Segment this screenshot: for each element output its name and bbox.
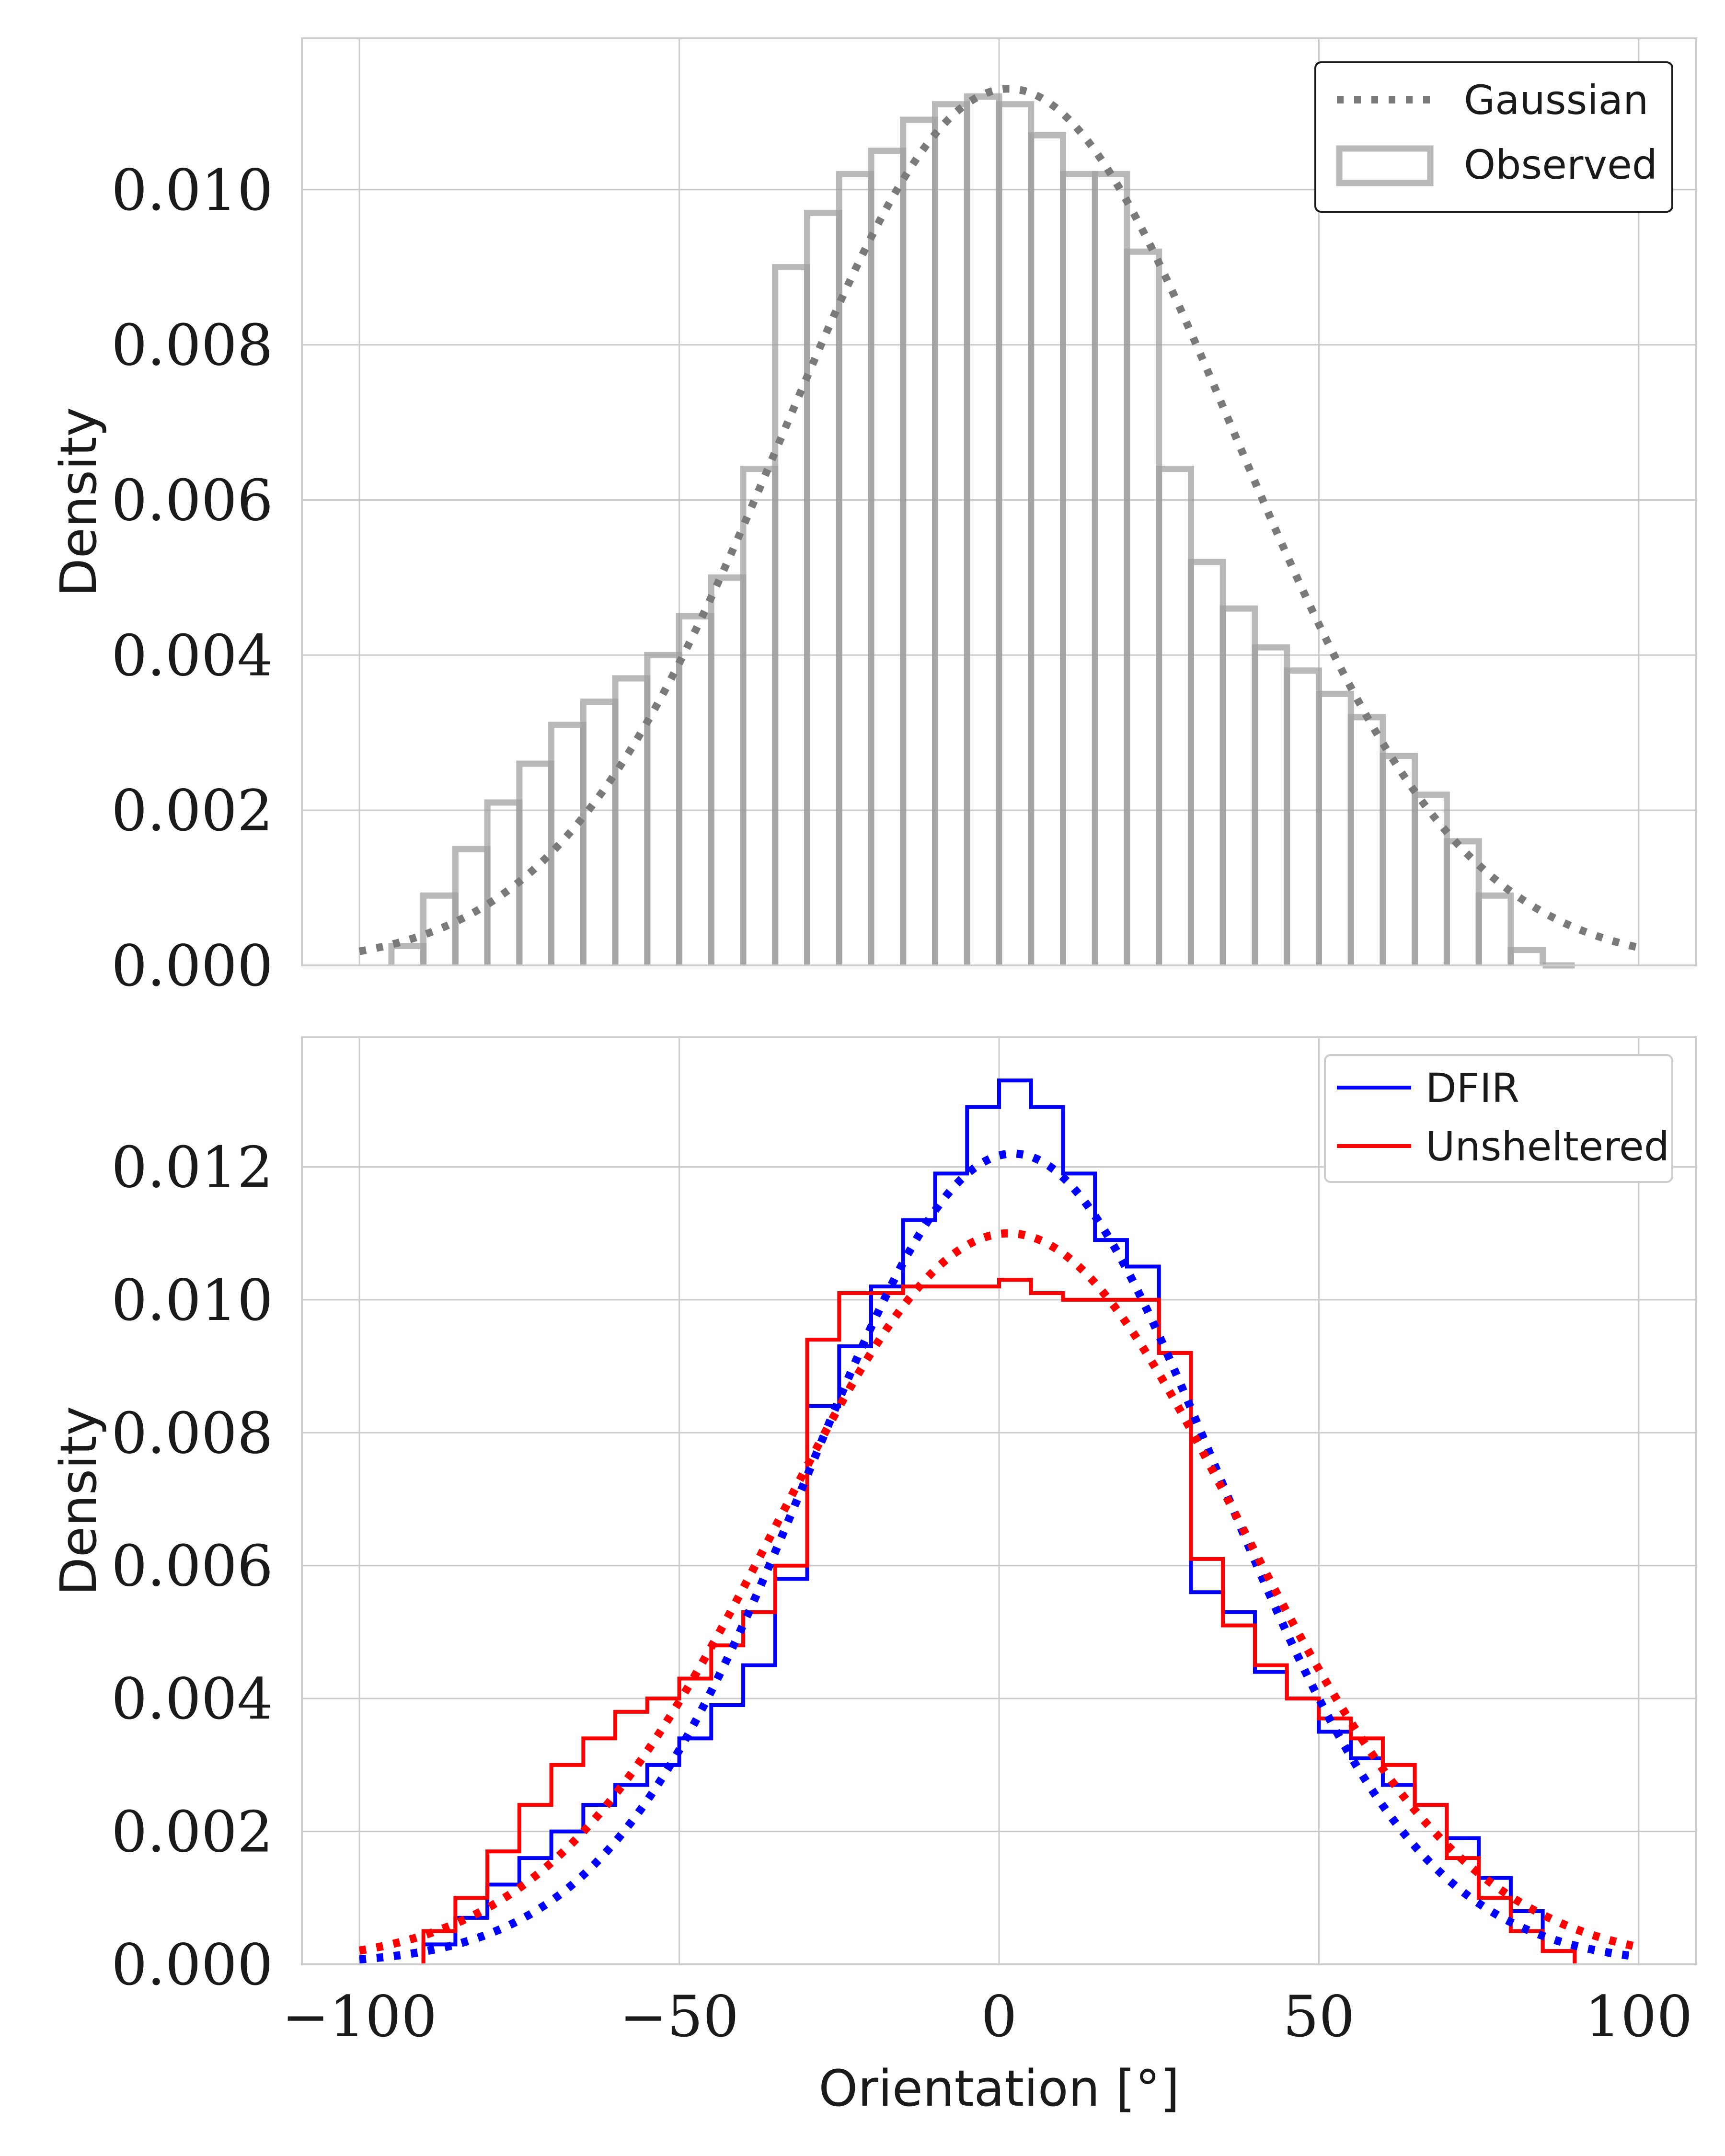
legend-observed-swatch [1336,145,1434,186]
y-tick-label: 0.006 [111,1533,273,1599]
y-axis-label: Density [49,1406,108,1595]
y-tick-label: 0.006 [111,467,273,533]
y-tick-label: 0.004 [111,1666,273,1732]
histogram-bar [1412,791,1450,965]
histogram-bar [868,148,907,965]
histogram-bar [1252,644,1290,965]
legend-unsheltered-label: Unsheltered [1426,1123,1669,1170]
y-tick-label: 0.010 [111,157,273,223]
histogram-bar [1156,466,1194,965]
histogram-bar [1475,892,1514,965]
y-tick-label: 0.008 [111,1400,273,1466]
gaussian-gaussian-fit-curve [358,85,1640,955]
histogram-bar [676,613,714,965]
x-tick-label: −100 [282,1984,437,2050]
histogram-bar [772,264,811,965]
histogram-bar [580,698,619,965]
plot-frame [301,1036,1697,1965]
dfir-gaussian-fit-curve [359,1149,1639,1964]
histogram-bar [964,93,1002,965]
histogram-bar [1059,171,1098,965]
histogram-bar [1380,753,1418,965]
x-tick-label: 50 [1283,1984,1355,2050]
legend-box [1314,61,1673,213]
x-tick-label: 0 [981,1984,1017,2050]
histogram-bar [836,171,874,965]
legend-dfir-label: DFIR [1426,1065,1519,1112]
histogram-bar [1187,559,1226,965]
legend-box [1324,1054,1673,1183]
unsheltered-gaussian-fit-curve [358,1229,1640,1955]
histogram-bar [388,943,427,965]
x-tick-label: 100 [1585,1984,1692,2050]
histogram-bar [900,116,939,965]
y-tick-label: 0.010 [111,1267,273,1333]
histogram-bar [1092,171,1130,965]
histogram-bar [996,101,1035,965]
histogram-bar [1443,838,1482,965]
histogram-bar [932,101,970,965]
histogram-bar [804,209,842,965]
plot-frame [301,37,1697,966]
y-axis-label: Density [49,407,108,596]
x-tick-label: −50 [620,1984,739,2050]
histogram-bar [1347,714,1386,965]
y-tick-label: 0.012 [111,1134,273,1200]
legend-observed-label: Observed [1464,141,1657,188]
histogram-bar [1028,132,1066,965]
histogram-bar [1124,248,1162,965]
histogram-bar [1315,690,1354,965]
histogram-bar [1219,605,1258,965]
bottom-panel: 0.000 0.002 0.004 0.006 0.008 0.010 0.012 −100 −… [49,1036,1697,2118]
y-tick-label: 0.002 [111,778,273,844]
unsheltered-histogram-step [421,1278,1577,1964]
histogram-bar [516,760,555,965]
histogram-bar [740,466,779,965]
y-tick-label: 0.008 [111,312,273,378]
y-tick-label: 0.000 [111,1932,273,1998]
y-tick-label: 0.000 [111,933,273,999]
histogram-bar [612,675,651,965]
histogram-bar [484,799,523,965]
histogram-bar [1284,667,1322,965]
histogram-bar [1507,947,1546,965]
dfir-histogram-step [421,1078,1577,1964]
histogram-bar [452,846,491,965]
top-panel: 0.000 0.002 0.004 0.006 0.008 0.010 Density Gau… [49,37,1697,999]
x-axis-label: Orientation [°] [818,2059,1179,2118]
legend-gaussian-label: Gaussian [1464,77,1648,124]
histogram-bar [708,574,747,965]
y-tick-label: 0.002 [111,1799,273,1865]
y-tick-label: 0.004 [111,622,273,688]
